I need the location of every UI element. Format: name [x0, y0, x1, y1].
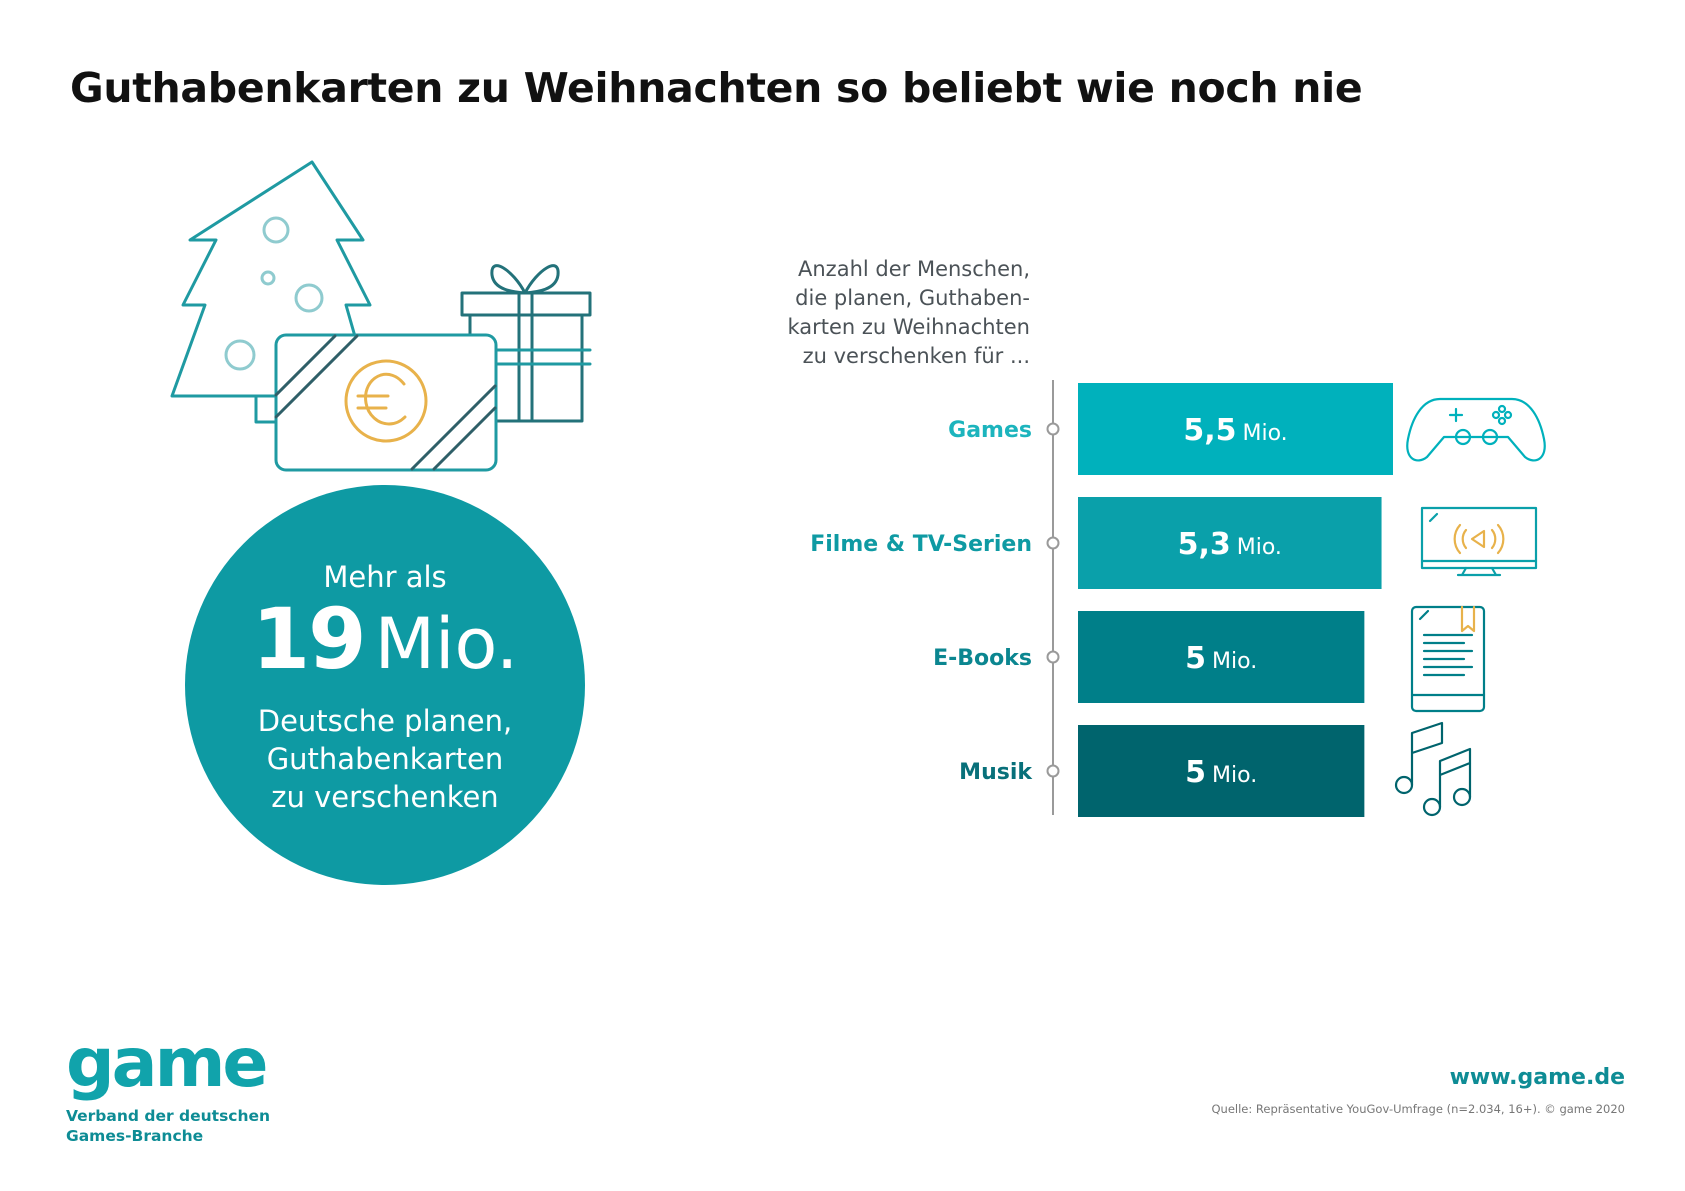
- axis-marker: [1046, 764, 1060, 778]
- ebook-icon: [1410, 605, 1486, 713]
- chart-intro-line: zu verschenken für ...: [802, 344, 1030, 368]
- chart-intro-line: karten zu Weihnachten: [787, 315, 1030, 339]
- circle-description: Deutsche planen, Guthabenkarten zu versc…: [185, 702, 585, 816]
- circle-intro-text: Mehr als: [323, 560, 447, 594]
- bar-3: [1078, 611, 1365, 703]
- footer-url[interactable]: www.game.de: [1449, 1065, 1625, 1090]
- circle-description-line: Deutsche planen,: [257, 704, 513, 738]
- logo-subtitle-line: Verband der deutschen: [66, 1107, 271, 1125]
- page-title: Guthabenkarten zu Weihnachten so beliebt…: [70, 64, 1363, 112]
- value-label: 5 Mio.: [1185, 755, 1257, 790]
- value-label: 5,3 Mio.: [1178, 527, 1282, 562]
- game-logo: game Verband der deutschen Games-Branche: [66, 1030, 270, 1146]
- axis-marker: [1046, 422, 1060, 436]
- category-label: Games: [948, 418, 1032, 443]
- highlight-circle: Mehr als 19 Mio. Deutsche planen, Guthabe…: [185, 485, 585, 885]
- logo-wordmark: game: [66, 1024, 269, 1103]
- category-label: E-Books: [933, 646, 1032, 671]
- bar-2: [1078, 497, 1382, 589]
- category-label: Musik: [959, 760, 1033, 785]
- circle-description-line: zu verschenken: [271, 780, 499, 814]
- value-label: 5,5 Mio.: [1183, 413, 1287, 448]
- circle-number-row: 19 Mio.: [185, 597, 585, 681]
- circle-number: 19: [251, 590, 367, 688]
- axis-marker: [1046, 650, 1060, 664]
- circle-unit: Mio.: [374, 603, 519, 685]
- chart-intro-line: die planen, Guthaben-: [795, 286, 1030, 310]
- gamepad-icon: [1406, 397, 1546, 462]
- circle-description-line: Guthabenkarten: [266, 742, 504, 776]
- bar-4: [1078, 725, 1365, 817]
- tv-icon: [1420, 506, 1538, 577]
- logo-subtitle: Verband der deutschen Games-Branche: [66, 1106, 270, 1146]
- euro-coin-icon: [344, 359, 428, 443]
- music-note-icon: [1394, 721, 1472, 817]
- chart-intro: Anzahl der Menschen, die planen, Guthabe…: [700, 255, 1030, 371]
- chart-intro-line: Anzahl der Menschen,: [798, 257, 1030, 281]
- footer-source: Quelle: Repräsentative YouGov-Umfrage (n…: [1211, 1102, 1626, 1116]
- category-label: Filme & TV-Serien: [810, 532, 1032, 557]
- bar-1: [1078, 383, 1393, 475]
- logo-subtitle-line: Games-Branche: [66, 1127, 204, 1145]
- christmas-gift-card-illustration: [170, 160, 592, 472]
- axis-marker: [1046, 536, 1060, 550]
- value-label: 5 Mio.: [1185, 641, 1257, 676]
